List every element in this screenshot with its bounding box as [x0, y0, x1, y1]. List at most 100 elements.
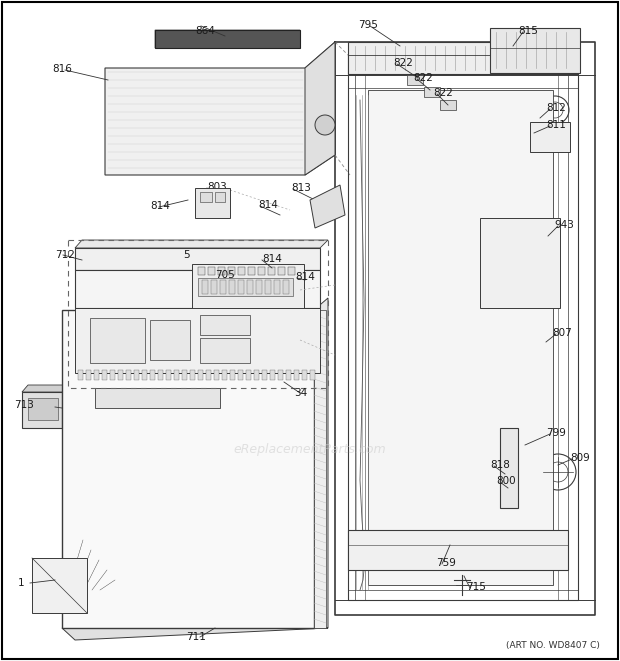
Circle shape	[315, 115, 335, 135]
Bar	[314, 310, 326, 628]
Polygon shape	[314, 298, 328, 628]
Bar	[229, 280, 235, 294]
Bar	[28, 398, 58, 420]
Bar	[62, 310, 314, 628]
Bar	[110, 370, 115, 380]
Bar	[238, 280, 244, 294]
Bar	[283, 280, 289, 294]
Text: 705: 705	[215, 270, 235, 280]
Bar	[208, 267, 215, 275]
Bar	[86, 370, 91, 380]
Bar	[407, 75, 423, 85]
Text: 711: 711	[186, 632, 206, 642]
Text: 809: 809	[570, 453, 590, 463]
Bar	[222, 370, 227, 380]
Bar	[150, 370, 155, 380]
Text: (ART NO. WD8407 C): (ART NO. WD8407 C)	[506, 641, 600, 650]
Bar	[198, 278, 293, 296]
Text: 814: 814	[258, 200, 278, 210]
Text: 713: 713	[14, 400, 34, 410]
Text: 813: 813	[291, 183, 311, 193]
Text: 812: 812	[546, 103, 566, 113]
Bar	[247, 280, 253, 294]
Bar	[480, 218, 560, 308]
Bar	[134, 370, 139, 380]
Bar	[268, 267, 275, 275]
Polygon shape	[68, 540, 115, 590]
Bar	[118, 370, 123, 380]
Text: 811: 811	[546, 120, 566, 130]
Bar	[500, 428, 518, 508]
Text: 814: 814	[150, 201, 170, 211]
Text: 712: 712	[55, 250, 75, 260]
Bar	[238, 370, 243, 380]
Bar	[262, 370, 267, 380]
Bar	[190, 370, 195, 380]
Polygon shape	[195, 188, 230, 218]
Bar	[254, 370, 259, 380]
Bar	[288, 267, 295, 275]
Text: 807: 807	[552, 328, 572, 338]
Bar	[166, 370, 171, 380]
Bar	[270, 370, 275, 380]
Text: 715: 715	[466, 582, 486, 592]
Text: 815: 815	[518, 26, 538, 36]
Bar	[214, 370, 219, 380]
Bar	[286, 370, 291, 380]
Text: 943: 943	[554, 220, 574, 230]
Bar	[75, 248, 320, 270]
Bar	[530, 122, 570, 152]
Bar	[230, 370, 235, 380]
Text: 803: 803	[207, 182, 227, 192]
Text: 34: 34	[294, 388, 308, 398]
Bar	[490, 28, 580, 73]
Polygon shape	[155, 30, 300, 48]
Bar	[248, 267, 255, 275]
Bar	[211, 280, 217, 294]
Bar	[294, 370, 299, 380]
Bar	[274, 280, 280, 294]
Bar	[198, 370, 203, 380]
Bar	[246, 370, 251, 380]
Bar	[302, 370, 307, 380]
Text: 5: 5	[183, 250, 190, 260]
Bar	[94, 370, 99, 380]
Text: 800: 800	[496, 476, 516, 486]
Bar	[200, 315, 250, 335]
Bar	[200, 192, 212, 202]
Bar	[256, 280, 262, 294]
Polygon shape	[305, 42, 335, 175]
Text: 1: 1	[18, 578, 25, 588]
Bar	[78, 370, 83, 380]
Bar	[75, 270, 320, 308]
Bar	[158, 370, 163, 380]
Bar	[182, 370, 187, 380]
Text: 864: 864	[195, 26, 215, 36]
Text: 822: 822	[393, 58, 413, 68]
Bar	[32, 558, 87, 613]
Bar	[142, 370, 147, 380]
Text: 795: 795	[358, 20, 378, 30]
Bar	[126, 370, 131, 380]
Bar	[155, 30, 300, 48]
Bar	[90, 318, 145, 363]
Text: 816: 816	[52, 64, 72, 74]
Bar	[102, 370, 107, 380]
Bar	[348, 530, 568, 570]
Text: 822: 822	[433, 88, 453, 98]
Polygon shape	[22, 392, 62, 428]
Bar	[220, 280, 226, 294]
Bar	[238, 267, 245, 275]
Bar	[206, 370, 211, 380]
Bar	[278, 370, 283, 380]
Polygon shape	[62, 628, 328, 640]
Bar	[440, 100, 456, 110]
Bar	[215, 192, 225, 202]
Bar	[348, 42, 578, 74]
Bar	[95, 388, 220, 408]
Bar	[310, 370, 315, 380]
Bar	[174, 370, 179, 380]
Bar	[258, 267, 265, 275]
Text: eReplacementParts.com: eReplacementParts.com	[234, 444, 386, 457]
Bar	[192, 264, 304, 312]
